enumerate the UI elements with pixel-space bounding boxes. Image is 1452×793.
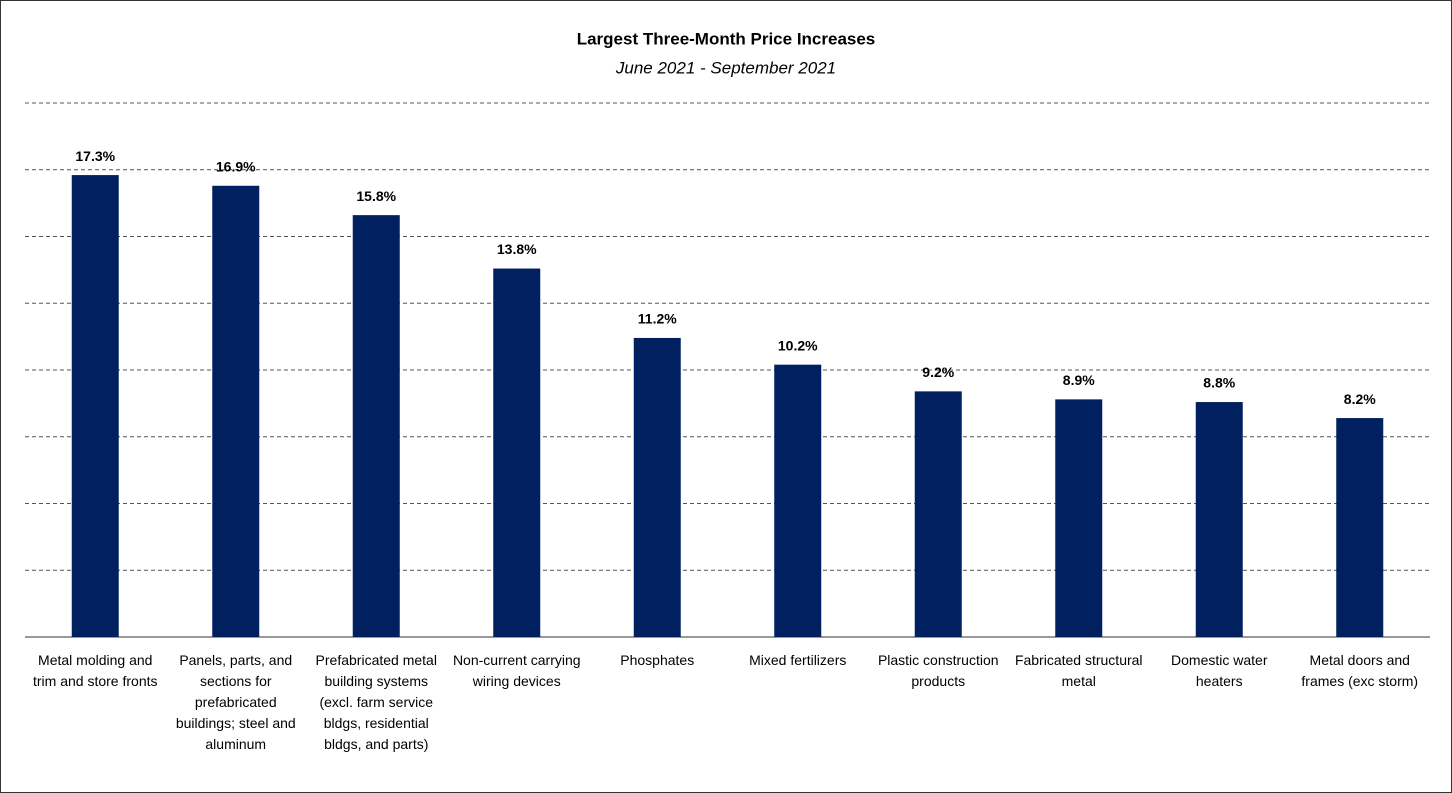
bar [212,185,260,637]
bar [1195,402,1243,637]
x-tick-label: Metal doors and frames (exc storm) [1301,652,1419,689]
bar [774,364,822,637]
x-tick-label: Mixed fertilizers [749,652,847,668]
x-tick-label: Phosphates [620,652,695,668]
data-label: 15.8% [356,188,396,204]
bar [914,391,962,637]
data-label: 16.9% [216,158,256,174]
data-label: 13.8% [497,241,537,257]
x-tick-label: Panels, parts, and sections for prefabri… [175,652,296,752]
data-label: 9.2% [922,364,954,380]
bar [352,215,400,637]
data-label: 8.8% [1203,375,1235,391]
data-label: 8.9% [1063,372,1095,388]
data-label: 11.2% [638,311,677,327]
bar [1055,399,1103,637]
bar [71,175,119,637]
data-label: 10.2% [778,337,818,353]
x-tick-label: Plastic construction products [877,652,999,689]
x-tick-label: Metal molding and trim and store fronts [33,652,158,689]
x-tick-label: Domestic water heaters [1171,652,1268,689]
data-label: 8.2% [1344,391,1376,407]
chart-title: Largest Three-Month Price Increases [577,29,876,48]
chart-subtitle: June 2021 - September 2021 [615,58,836,77]
x-tick-label: Prefabricated metal building systems (ex… [315,652,437,752]
bar [493,268,541,637]
bar [633,337,681,637]
bar [1336,418,1384,637]
x-tick-label: Non-current carrying wiring devices [452,652,581,689]
x-tick-label: Fabricated structural metal [1014,652,1143,689]
data-label: 17.3% [75,148,115,164]
